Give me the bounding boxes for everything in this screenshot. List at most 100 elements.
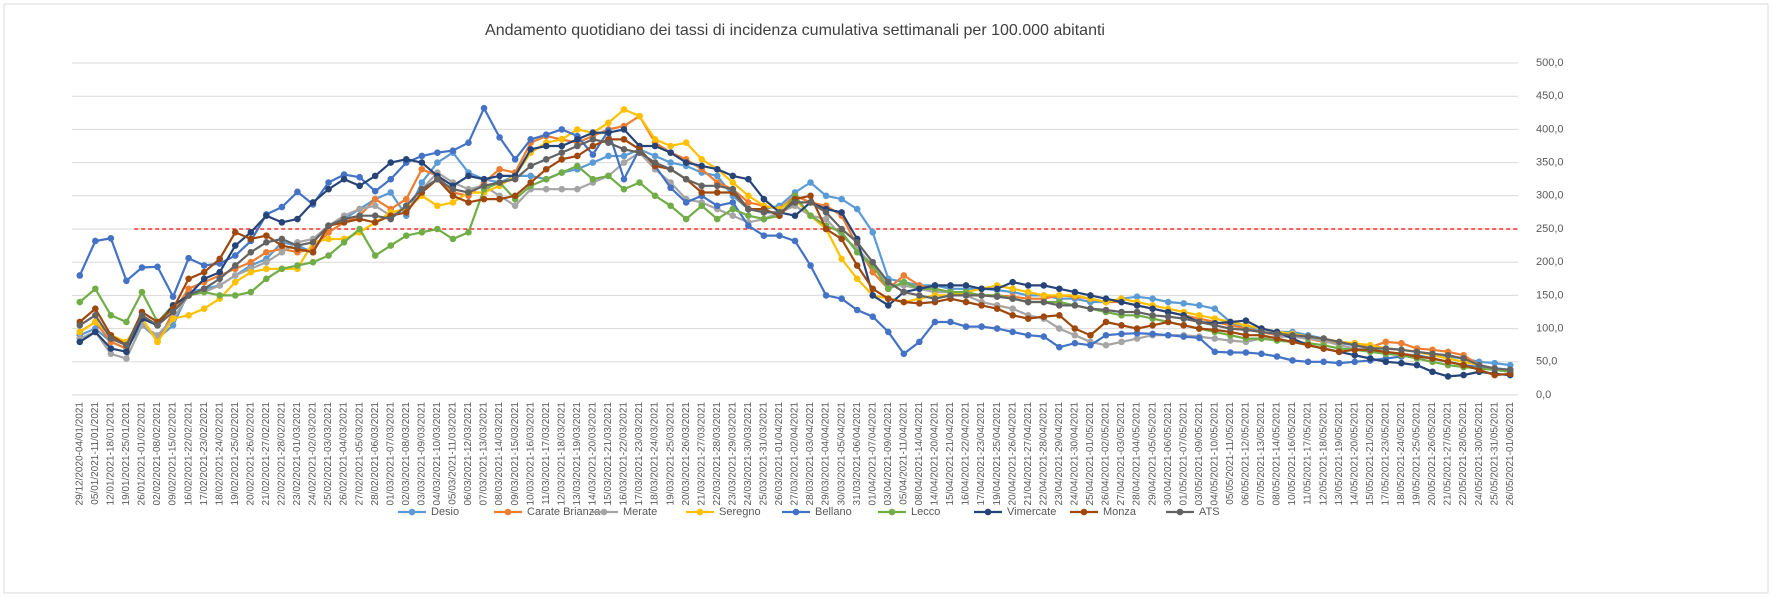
point bbox=[667, 142, 674, 150]
point bbox=[745, 205, 752, 213]
point bbox=[434, 149, 441, 156]
x-tick-label: 27/04/2021-03/05/2021 bbox=[1116, 402, 1127, 506]
x-tick-label: 01/03/2021-07/03/2021 bbox=[385, 402, 396, 506]
point bbox=[1320, 345, 1327, 352]
point bbox=[1195, 302, 1203, 309]
x-tick-label: 21/05/2021-27/05/2021 bbox=[1443, 402, 1454, 506]
point bbox=[1180, 333, 1188, 340]
point bbox=[231, 272, 239, 279]
point bbox=[1056, 325, 1063, 332]
point bbox=[169, 308, 177, 316]
point bbox=[511, 192, 519, 200]
point bbox=[558, 142, 566, 150]
x-tick-label: 25/03/2021-31/03/2021 bbox=[759, 402, 770, 506]
legend-label: Bellano bbox=[815, 506, 852, 518]
legend-marker bbox=[792, 508, 800, 516]
point bbox=[589, 151, 597, 158]
point bbox=[838, 225, 845, 233]
point bbox=[853, 205, 861, 213]
point bbox=[1211, 315, 1219, 322]
y-tick-label: 50,0 bbox=[1536, 356, 1557, 368]
x-tick-label: 23/04/2021-29/04/2021 bbox=[1054, 402, 1065, 506]
point bbox=[1304, 333, 1312, 340]
point bbox=[1164, 308, 1172, 316]
point bbox=[294, 215, 301, 223]
point bbox=[1009, 328, 1016, 336]
x-tick-label: 26/04/2021-02/05/2021 bbox=[1101, 402, 1112, 506]
point bbox=[231, 278, 239, 286]
point bbox=[107, 335, 115, 342]
point bbox=[123, 348, 130, 356]
point bbox=[309, 248, 317, 256]
point bbox=[962, 298, 970, 306]
y-tick-label: 100,0 bbox=[1536, 323, 1564, 335]
x-tick-label: 13/03/2021-19/03/2021 bbox=[572, 402, 583, 506]
point bbox=[247, 248, 255, 256]
point bbox=[371, 172, 379, 180]
point bbox=[309, 199, 317, 206]
point bbox=[449, 192, 457, 200]
point bbox=[1506, 366, 1514, 374]
point bbox=[123, 355, 130, 362]
x-tick-label: 17/04/2021-23/04/2021 bbox=[976, 402, 987, 506]
point bbox=[1071, 302, 1079, 309]
point bbox=[636, 112, 643, 120]
point bbox=[169, 321, 177, 329]
point bbox=[682, 159, 690, 166]
x-tick-label: 22/05/2021-28/05/2021 bbox=[1458, 402, 1469, 506]
point bbox=[1398, 339, 1405, 347]
x-tick-label: 20/04/2021-26/04/2021 bbox=[1007, 402, 1018, 506]
point bbox=[1009, 285, 1016, 293]
x-tick-label: 28/03/2021-03/04/2021 bbox=[805, 402, 816, 506]
x-tick-label: 19/02/2021-25/02/2021 bbox=[230, 402, 241, 506]
point bbox=[1491, 359, 1498, 367]
x-tick-label: 20/05/2021-26/05/2021 bbox=[1427, 402, 1438, 506]
point bbox=[1056, 302, 1063, 309]
point bbox=[1118, 338, 1125, 346]
point bbox=[1335, 338, 1343, 346]
x-tick-label: 01/05/2021-07/05/2021 bbox=[1178, 402, 1189, 506]
point bbox=[480, 182, 488, 190]
x-tick-label: 19/05/2021-25/05/2021 bbox=[1412, 402, 1423, 506]
point bbox=[698, 189, 706, 196]
point bbox=[542, 175, 550, 183]
point bbox=[916, 292, 923, 299]
point bbox=[542, 185, 550, 193]
x-tick-label: 17/02/2021-23/02/2021 bbox=[199, 402, 210, 506]
point bbox=[651, 152, 659, 160]
point bbox=[496, 195, 503, 203]
point bbox=[465, 189, 472, 196]
y-tick-label: 150,0 bbox=[1536, 289, 1564, 301]
point bbox=[340, 171, 348, 178]
point bbox=[853, 306, 861, 314]
point bbox=[651, 142, 659, 150]
x-tick-label: 14/04/2021-20/04/2021 bbox=[930, 402, 941, 506]
y-tick-label: 500,0 bbox=[1536, 57, 1564, 69]
point bbox=[1211, 335, 1219, 342]
point bbox=[682, 199, 690, 206]
point bbox=[620, 146, 628, 153]
x-tick-label: 09/02/2021-15/02/2021 bbox=[168, 402, 179, 506]
point bbox=[154, 263, 161, 271]
point bbox=[1273, 330, 1281, 338]
point bbox=[807, 199, 814, 206]
point bbox=[1024, 282, 1032, 289]
point bbox=[1413, 353, 1421, 360]
point bbox=[263, 265, 270, 273]
point bbox=[1460, 355, 1467, 362]
point bbox=[1133, 293, 1141, 301]
point bbox=[371, 187, 379, 195]
point bbox=[1056, 292, 1063, 299]
point bbox=[1227, 337, 1234, 344]
point bbox=[1351, 351, 1359, 359]
point bbox=[200, 275, 208, 283]
point bbox=[309, 258, 317, 266]
point bbox=[402, 195, 410, 203]
point bbox=[1211, 305, 1219, 312]
point bbox=[1149, 312, 1156, 319]
point bbox=[542, 165, 550, 173]
point bbox=[605, 172, 612, 180]
point bbox=[449, 185, 457, 193]
point bbox=[294, 262, 301, 269]
point bbox=[1491, 371, 1498, 379]
